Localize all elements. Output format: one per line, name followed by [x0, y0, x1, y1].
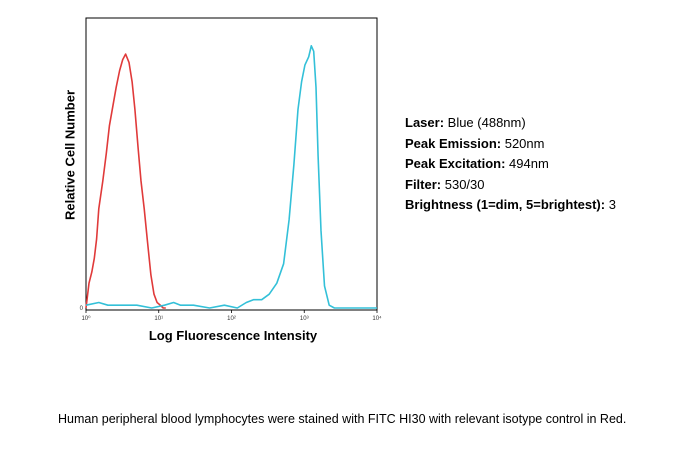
- brightness-value: 3: [605, 197, 616, 212]
- excitation-row: Peak Excitation: 494nm: [405, 154, 616, 175]
- y-tick-label-1: 0: [80, 306, 84, 312]
- x-tick-label-1: 10⁰: [81, 315, 91, 322]
- fluorochrome-info: Laser: Blue (488nm) Peak Emission: 520nm…: [405, 113, 616, 216]
- y-axis-label: Relative Cell Number: [62, 89, 78, 221]
- emission-value: 520nm: [501, 135, 545, 151]
- excitation-value: 494nm: [505, 156, 549, 171]
- series-line-1: [85, 53, 166, 309]
- filter-row: Filter: 530/30: [405, 175, 616, 196]
- x-tick-label-2: 10¹: [154, 316, 163, 322]
- excitation-label: Peak Excitation:: [405, 156, 506, 171]
- x-tick-label-3: 10²: [227, 316, 236, 322]
- filter-label: Filter:: [405, 176, 442, 192]
- filter-value: 530/30: [441, 176, 485, 192]
- brightness-row: Brightness (1=dim, 5=brightest): 3: [405, 195, 616, 216]
- brightness-label: Brightness (1=dim, 5=brightest):: [405, 197, 606, 212]
- series-layer: [85, 44, 377, 309]
- plot-frame: [85, 17, 378, 311]
- series-line-2: [85, 44, 377, 309]
- laser-row: Laser: Blue (488nm): [405, 113, 616, 134]
- x-tick-label-5: 10⁴: [372, 315, 382, 322]
- laser-value: Blue (488nm): [444, 115, 526, 130]
- emission-row: Peak Emission: 520nm: [405, 134, 616, 155]
- x-tick-label-4: 10³: [300, 316, 309, 322]
- figure-caption: Human peripheral blood lymphocytes were …: [58, 412, 627, 426]
- laser-label: Laser:: [405, 115, 445, 130]
- emission-label: Peak Emission:: [405, 135, 502, 151]
- tick-layer: 10⁰ 10¹ 10² 10³ 10⁴ 0: [80, 306, 382, 322]
- y-axis-label-box: Relative Cell Number: [60, 70, 80, 240]
- x-axis-label: Log Fluorescence Intensity: [148, 328, 318, 343]
